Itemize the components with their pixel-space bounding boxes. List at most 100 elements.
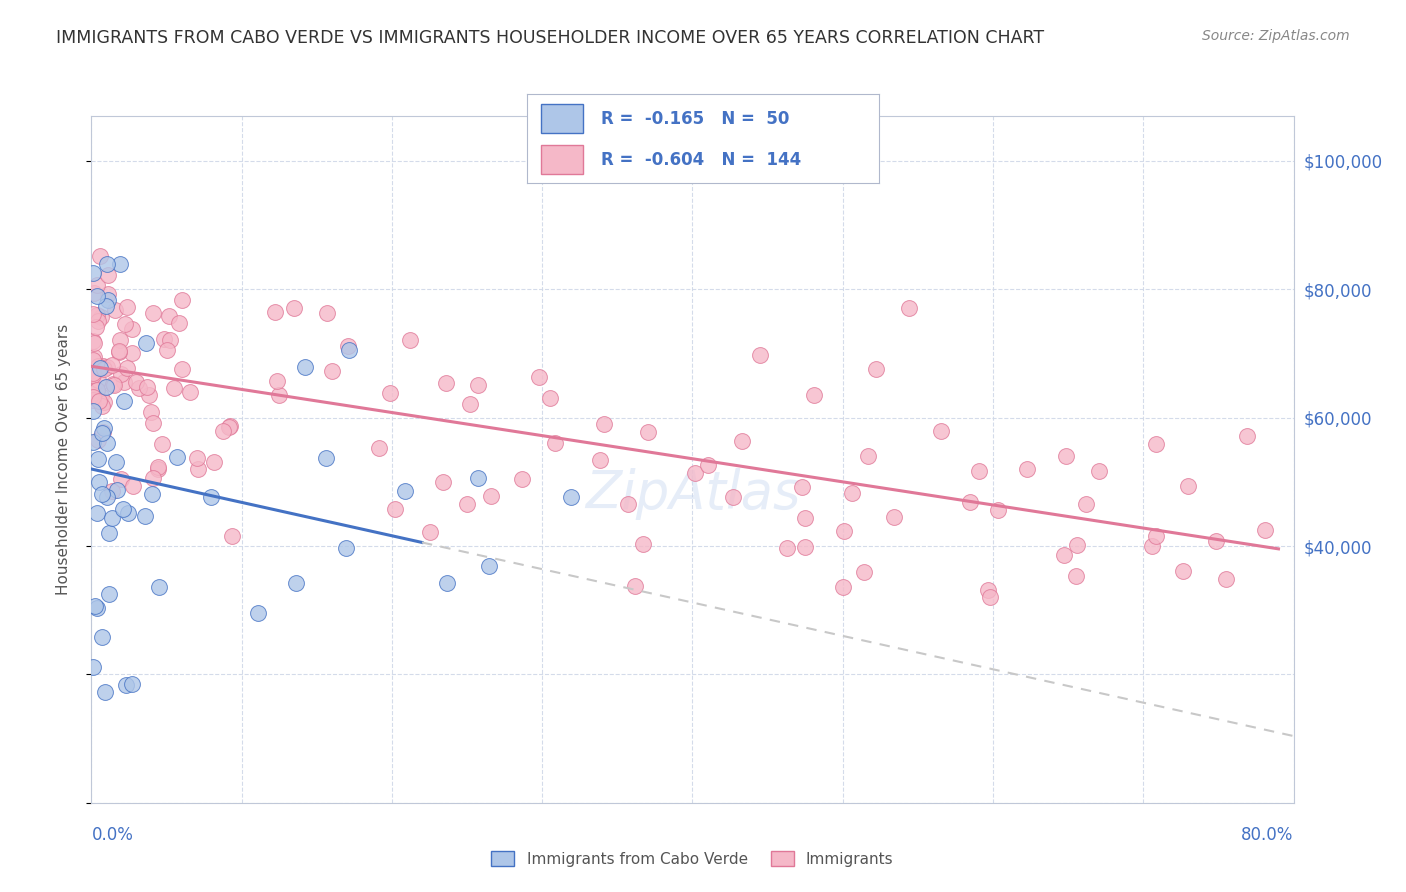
Point (1215, 573, 1237, 587)
Point (1064, 569, 1087, 583)
Point (683, 467, 706, 481)
Point (87, 373, 110, 387)
Point (1144, 436, 1167, 450)
Point (460, 397, 482, 411)
Point (247, 606, 270, 620)
Point (219, 418, 242, 433)
Point (93, 362, 115, 376)
Point (1066, 538, 1088, 552)
Point (83, 335, 105, 350)
Point (89, 249, 111, 263)
Point (82, 434, 104, 449)
Point (637, 425, 659, 439)
Point (87, 393, 110, 408)
Point (156, 343, 179, 357)
Point (294, 359, 316, 374)
Point (90, 425, 112, 440)
Point (90, 486, 112, 500)
Point (104, 302, 127, 317)
Point (832, 580, 855, 594)
Point (159, 334, 181, 348)
Point (858, 449, 880, 463)
Point (929, 424, 952, 438)
Point (202, 455, 225, 469)
Point (852, 565, 875, 579)
Point (96, 436, 118, 450)
Point (456, 497, 478, 511)
Point (266, 374, 288, 388)
Point (1144, 529, 1167, 543)
Point (794, 511, 817, 525)
Point (96, 490, 118, 504)
Point (142, 306, 165, 320)
Point (121, 346, 143, 360)
Point (1088, 465, 1111, 479)
Point (267, 387, 290, 401)
Point (134, 508, 156, 523)
Text: IMMIGRANTS FROM CABO VERDE VS IMMIGRANTS HOUSEHOLDER INCOME OVER 65 YEARS CORREL: IMMIGRANTS FROM CABO VERDE VS IMMIGRANTS… (56, 29, 1045, 46)
Point (100, 359, 122, 373)
Point (157, 309, 180, 323)
Point (115, 360, 138, 375)
Point (114, 317, 136, 331)
Point (89, 360, 111, 375)
Point (105, 483, 128, 497)
Point (1254, 523, 1277, 537)
Point (141, 487, 163, 501)
Point (108, 333, 131, 347)
Point (218, 420, 240, 434)
Point (121, 676, 143, 690)
Point (91, 425, 114, 439)
Point (82, 390, 104, 404)
Point (138, 388, 160, 402)
Point (1205, 534, 1227, 549)
Text: R =  -0.604   N =  144: R = -0.604 N = 144 (602, 151, 801, 169)
Point (121, 322, 143, 336)
Point (731, 434, 754, 449)
Point (979, 590, 1001, 604)
Point (394, 483, 416, 498)
Point (378, 385, 401, 400)
Point (97, 268, 120, 282)
Point (101, 511, 124, 525)
Y-axis label: Householder Income Over 65 years: Householder Income Over 65 years (56, 324, 70, 595)
Point (321, 364, 343, 378)
Point (697, 458, 720, 472)
Point (108, 343, 131, 358)
Point (1177, 479, 1199, 493)
Point (432, 475, 454, 489)
Point (337, 343, 360, 357)
Point (112, 393, 135, 408)
Point (883, 509, 905, 524)
Point (110, 472, 132, 486)
Point (538, 391, 561, 405)
Legend: Immigrants from Cabo Verde, Immigrants: Immigrants from Cabo Verde, Immigrants (484, 843, 901, 874)
Point (142, 471, 165, 485)
Point (128, 381, 150, 395)
Point (114, 678, 136, 692)
FancyBboxPatch shape (541, 145, 583, 174)
Point (898, 301, 921, 316)
Point (110, 367, 132, 381)
Point (478, 559, 501, 574)
Point (150, 437, 173, 451)
Point (172, 293, 194, 308)
Point (82, 353, 104, 368)
Point (187, 462, 209, 476)
Point (86, 601, 108, 615)
Point (467, 377, 489, 392)
Point (105, 455, 128, 469)
Point (87, 434, 110, 448)
Point (616, 497, 638, 511)
Point (87, 475, 110, 489)
Point (723, 491, 745, 505)
Point (1236, 429, 1258, 443)
Point (125, 375, 148, 389)
Point (83, 350, 105, 364)
Point (589, 453, 612, 467)
Point (110, 257, 132, 271)
Point (146, 459, 169, 474)
Point (793, 540, 815, 554)
Point (977, 583, 1000, 598)
Point (135, 380, 157, 394)
